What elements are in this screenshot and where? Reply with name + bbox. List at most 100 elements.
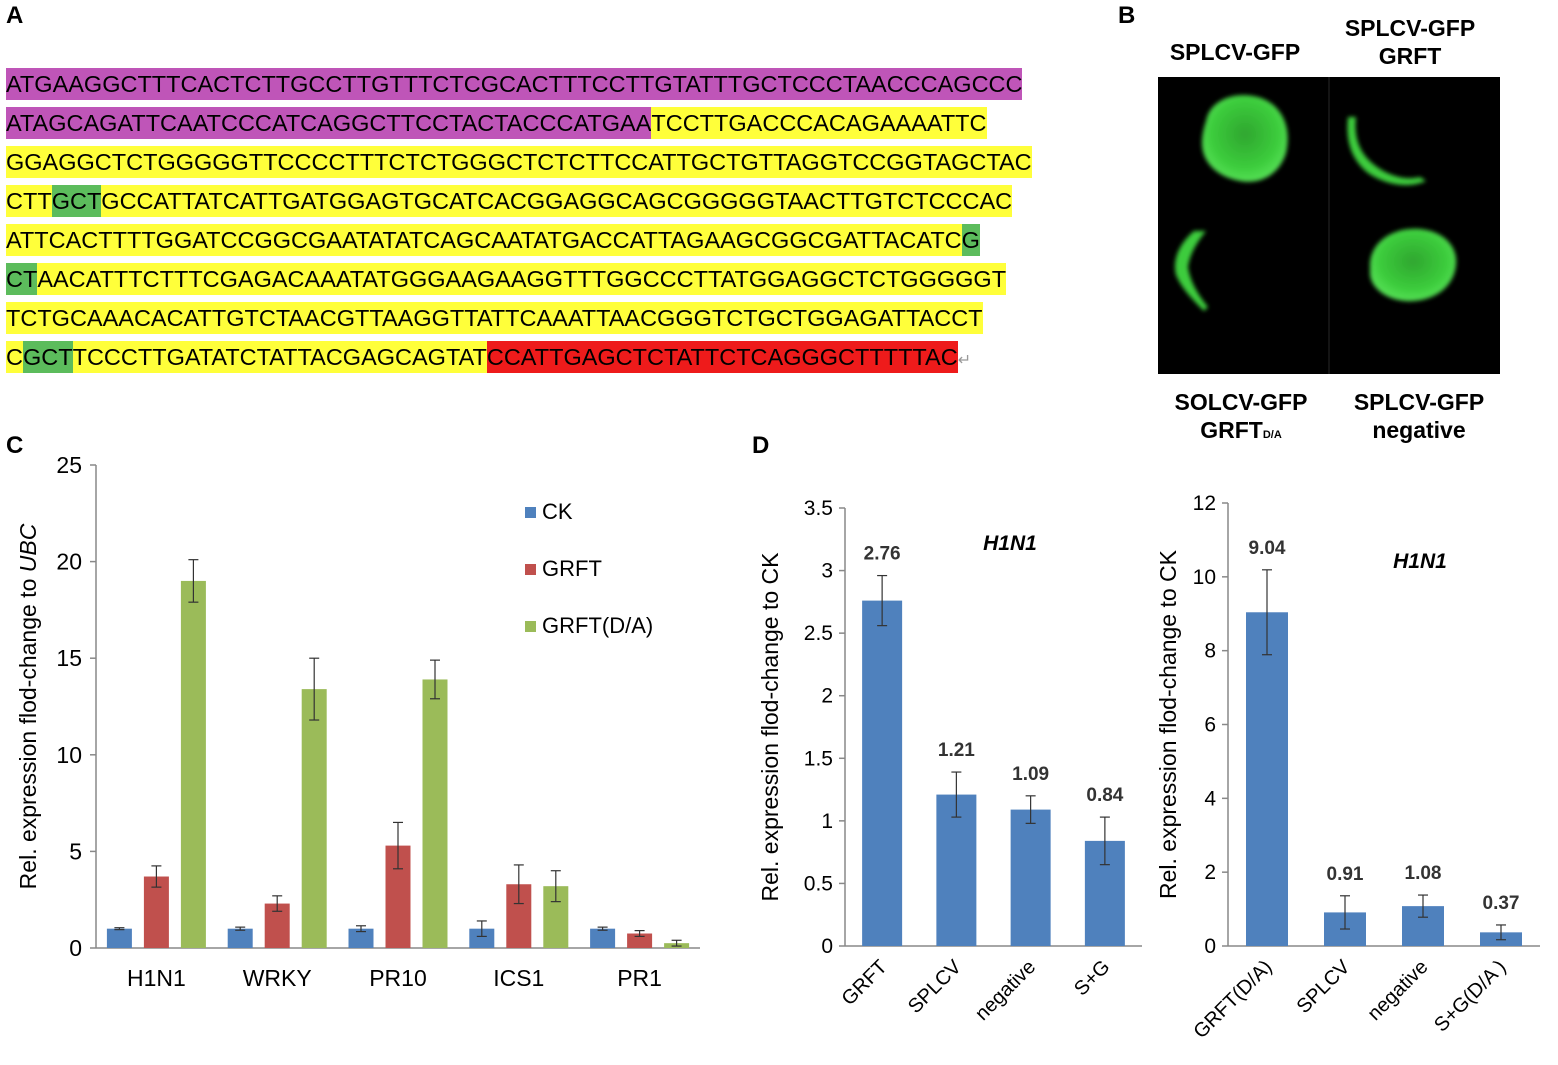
legend-label: GRFT xyxy=(542,556,602,581)
sequence-segment-magenta: ATGAAGGCTTTCACTCTTGCCTTGTTTCTCGCACTTTCCT… xyxy=(6,68,1023,100)
y-tick-label: 0 xyxy=(1204,935,1216,958)
x-tick-label: PR10 xyxy=(369,965,427,991)
y-axis-label: Rel. expression flod-change to CK xyxy=(757,552,783,902)
gfp-spot-top-right xyxy=(1347,117,1426,186)
sequence-line: GGAGGCTCTGGGGGTTCCCCTTTCTCTGGGCTCTCTTCCA… xyxy=(6,146,1032,178)
bar-grft-d-a- xyxy=(301,689,327,948)
y-tick-label: 0 xyxy=(69,935,82,961)
x-tick-label: ICS1 xyxy=(493,965,544,991)
data-label: 2.76 xyxy=(864,544,901,565)
y-axis-label: Rel. expression flod-change to CK xyxy=(1155,549,1181,899)
panel-label-b: B xyxy=(1118,2,1136,29)
data-label: 0.84 xyxy=(1086,785,1123,806)
sequence-line: ATAGCAGATTCAATCCCATCAGGCTTCCTACTACCCATGA… xyxy=(6,107,987,139)
y-tick-label: 0.5 xyxy=(804,872,833,895)
sequence-segment-green: GCT xyxy=(22,341,73,373)
x-tick-label: S+G xyxy=(1070,956,1114,1000)
gfp-image xyxy=(1174,77,1457,374)
data-label: 0.91 xyxy=(1327,864,1364,885)
bar-ck xyxy=(590,928,616,948)
chart-annotation: H1N1 xyxy=(983,532,1037,555)
y-tick-label: 5 xyxy=(69,838,82,864)
gfp-label-bottom-left-subscript: D/A xyxy=(1262,429,1282,441)
sequence-segment-yellow: CTT xyxy=(6,185,52,217)
y-tick-label: 0 xyxy=(821,935,833,958)
sequence-segment-red: CCATTGAGCTCTATTCTCAGGGCTTTTTAC xyxy=(486,341,958,373)
sequence-segment-magenta: ATAGCAGATTCAATCCCATCAGGCTTCCTACTACCCATGA… xyxy=(6,107,652,139)
y-axis-label-italic: UBC xyxy=(15,523,41,572)
bar-ck xyxy=(227,928,253,948)
y-tick-label: 10 xyxy=(56,742,82,768)
gfp-label-top-right: SPLCV-GFP GRFT xyxy=(1330,14,1490,70)
gfp-label-bottom-right-line1: SPLCV-GFP xyxy=(1353,389,1485,415)
bar-grft-d-a- xyxy=(180,580,206,948)
gfp-label-bottom-left: SOLCV-GFP GRFTD/A xyxy=(1156,388,1326,449)
gfp-image-panel xyxy=(1158,77,1500,374)
sequence-segment-yellow: C xyxy=(6,341,23,373)
sequence-segment-yellow: TCTGCAAACACATTGTCTAACGTTAAGGTTATTCAAATTA… xyxy=(6,302,983,334)
sequence-line: TCTGCAAACACATTGTCTAACGTTAAGGTTATTCAAATTA… xyxy=(6,302,983,334)
y-tick-label: 20 xyxy=(56,549,82,575)
gfp-spot-bottom-left xyxy=(1174,231,1208,311)
y-axis-label: Rel. expression flod-change to UBC xyxy=(15,523,41,889)
chart-d2-h1n1-grft-da: 0 2 4 6 8 10 12 Rel. expression flod-change to … xyxy=(1155,492,1540,1043)
x-tick-label: H1N1 xyxy=(127,965,186,991)
gfp-label-bottom-right: SPLCV-GFP negative xyxy=(1334,388,1504,444)
chart-c-gene-expression: 0 5 10 15 20 25 Rel. expression flod-change to… xyxy=(15,452,700,991)
sequence-segment-yellow: GGAGGCTCTGGGGGTTCCCCTTTCTCTGGGCTCTCTTCCA… xyxy=(6,146,1032,178)
x-tick-label: SPLCV xyxy=(904,956,966,1018)
y-axis-label-text: Rel. expression flod-change to xyxy=(15,572,41,889)
chart-d1-h1n1-grft: 0 0.5 1 1.5 2 2.5 3 3.5 Rel. expression flod-cha… xyxy=(757,497,1142,1025)
legend-label: GRFT(D/A) xyxy=(542,613,653,638)
gfp-label-top-left-text: SPLCV-GFP xyxy=(1169,39,1301,65)
legend-swatch xyxy=(525,564,536,575)
legend-swatch xyxy=(525,621,536,632)
y-tick-label: 8 xyxy=(1204,640,1216,663)
sequence-line: ATTCACTTTTGGATCCGGCGAATATATCAGCAATATGACC… xyxy=(6,224,980,256)
bar-ck xyxy=(469,928,495,948)
bar-grft xyxy=(143,876,169,948)
bar xyxy=(862,600,903,946)
legend-label: CK xyxy=(542,499,573,524)
y-tick-label: 12 xyxy=(1193,492,1216,515)
sequence-segment-yellow: TCCCTTGATATCTATTACGAGCAGTAT xyxy=(72,341,487,373)
sequence-segment-yellow: GCCATTATCATTGATGGAGTGCATCACGGAGGCAGCGGGG… xyxy=(101,185,1013,217)
x-tick-label: negative xyxy=(1364,956,1433,1025)
gfp-spot-bottom-right xyxy=(1370,228,1457,302)
data-label: 1.08 xyxy=(1405,863,1442,884)
gfp-label-bottom-left-line2-text: GRFT xyxy=(1200,417,1263,443)
gfp-label-top-right-line2: GRFT xyxy=(1378,43,1442,69)
sequence-segment-green: G xyxy=(961,224,980,256)
sequence-line: CTTGCTGCCATTATCATTGATGGAGTGCATCACGGAGGCA… xyxy=(6,185,1013,217)
x-tick-label: PR1 xyxy=(617,965,662,991)
sequence-segment-yellow: AACATTTCTTTCGAGACAAATATGGGAAGAAGGTTTGGCC… xyxy=(37,263,1007,295)
gfp-label-bottom-left-line2: GRFTD/A xyxy=(1156,416,1326,449)
y-tick-label: 1 xyxy=(821,810,833,833)
x-tick-label: GRFT(D/A) xyxy=(1189,956,1276,1043)
bar-ck xyxy=(348,928,374,948)
y-tick-label: 4 xyxy=(1204,787,1216,810)
y-tick-label: 2.5 xyxy=(804,622,833,645)
x-tick-label: WRKY xyxy=(243,965,312,991)
sequence-segment-green: CT xyxy=(6,263,38,295)
gfp-label-bottom-left-line1: SOLCV-GFP xyxy=(1174,389,1308,415)
bar-grft xyxy=(627,933,653,948)
gfp-spot-top-left xyxy=(1202,95,1288,182)
data-label: 1.21 xyxy=(938,740,975,761)
x-tick-label: negative xyxy=(971,956,1040,1025)
gfp-label-top-left: SPLCV-GFP xyxy=(1160,38,1310,66)
chart-annotation: H1N1 xyxy=(1393,550,1447,573)
panel-label-d: D xyxy=(752,432,770,459)
y-tick-label: 6 xyxy=(1204,714,1216,737)
sequence-segment-yellow: TCCTTGACCCACAGAAAATTC xyxy=(651,107,987,139)
x-tick-label: GRFT xyxy=(838,956,892,1010)
x-tick-label: S+G(D/A ) xyxy=(1430,956,1510,1036)
bar-ck xyxy=(106,928,132,948)
bar xyxy=(936,794,977,946)
y-tick-label: 2 xyxy=(1204,861,1216,884)
sequence-segment-green: GCT xyxy=(51,185,102,217)
data-label: 0.37 xyxy=(1483,893,1520,914)
panel-label-c: C xyxy=(6,432,24,459)
bar-grft-d-a- xyxy=(422,679,448,948)
data-label: 1.09 xyxy=(1012,764,1049,785)
